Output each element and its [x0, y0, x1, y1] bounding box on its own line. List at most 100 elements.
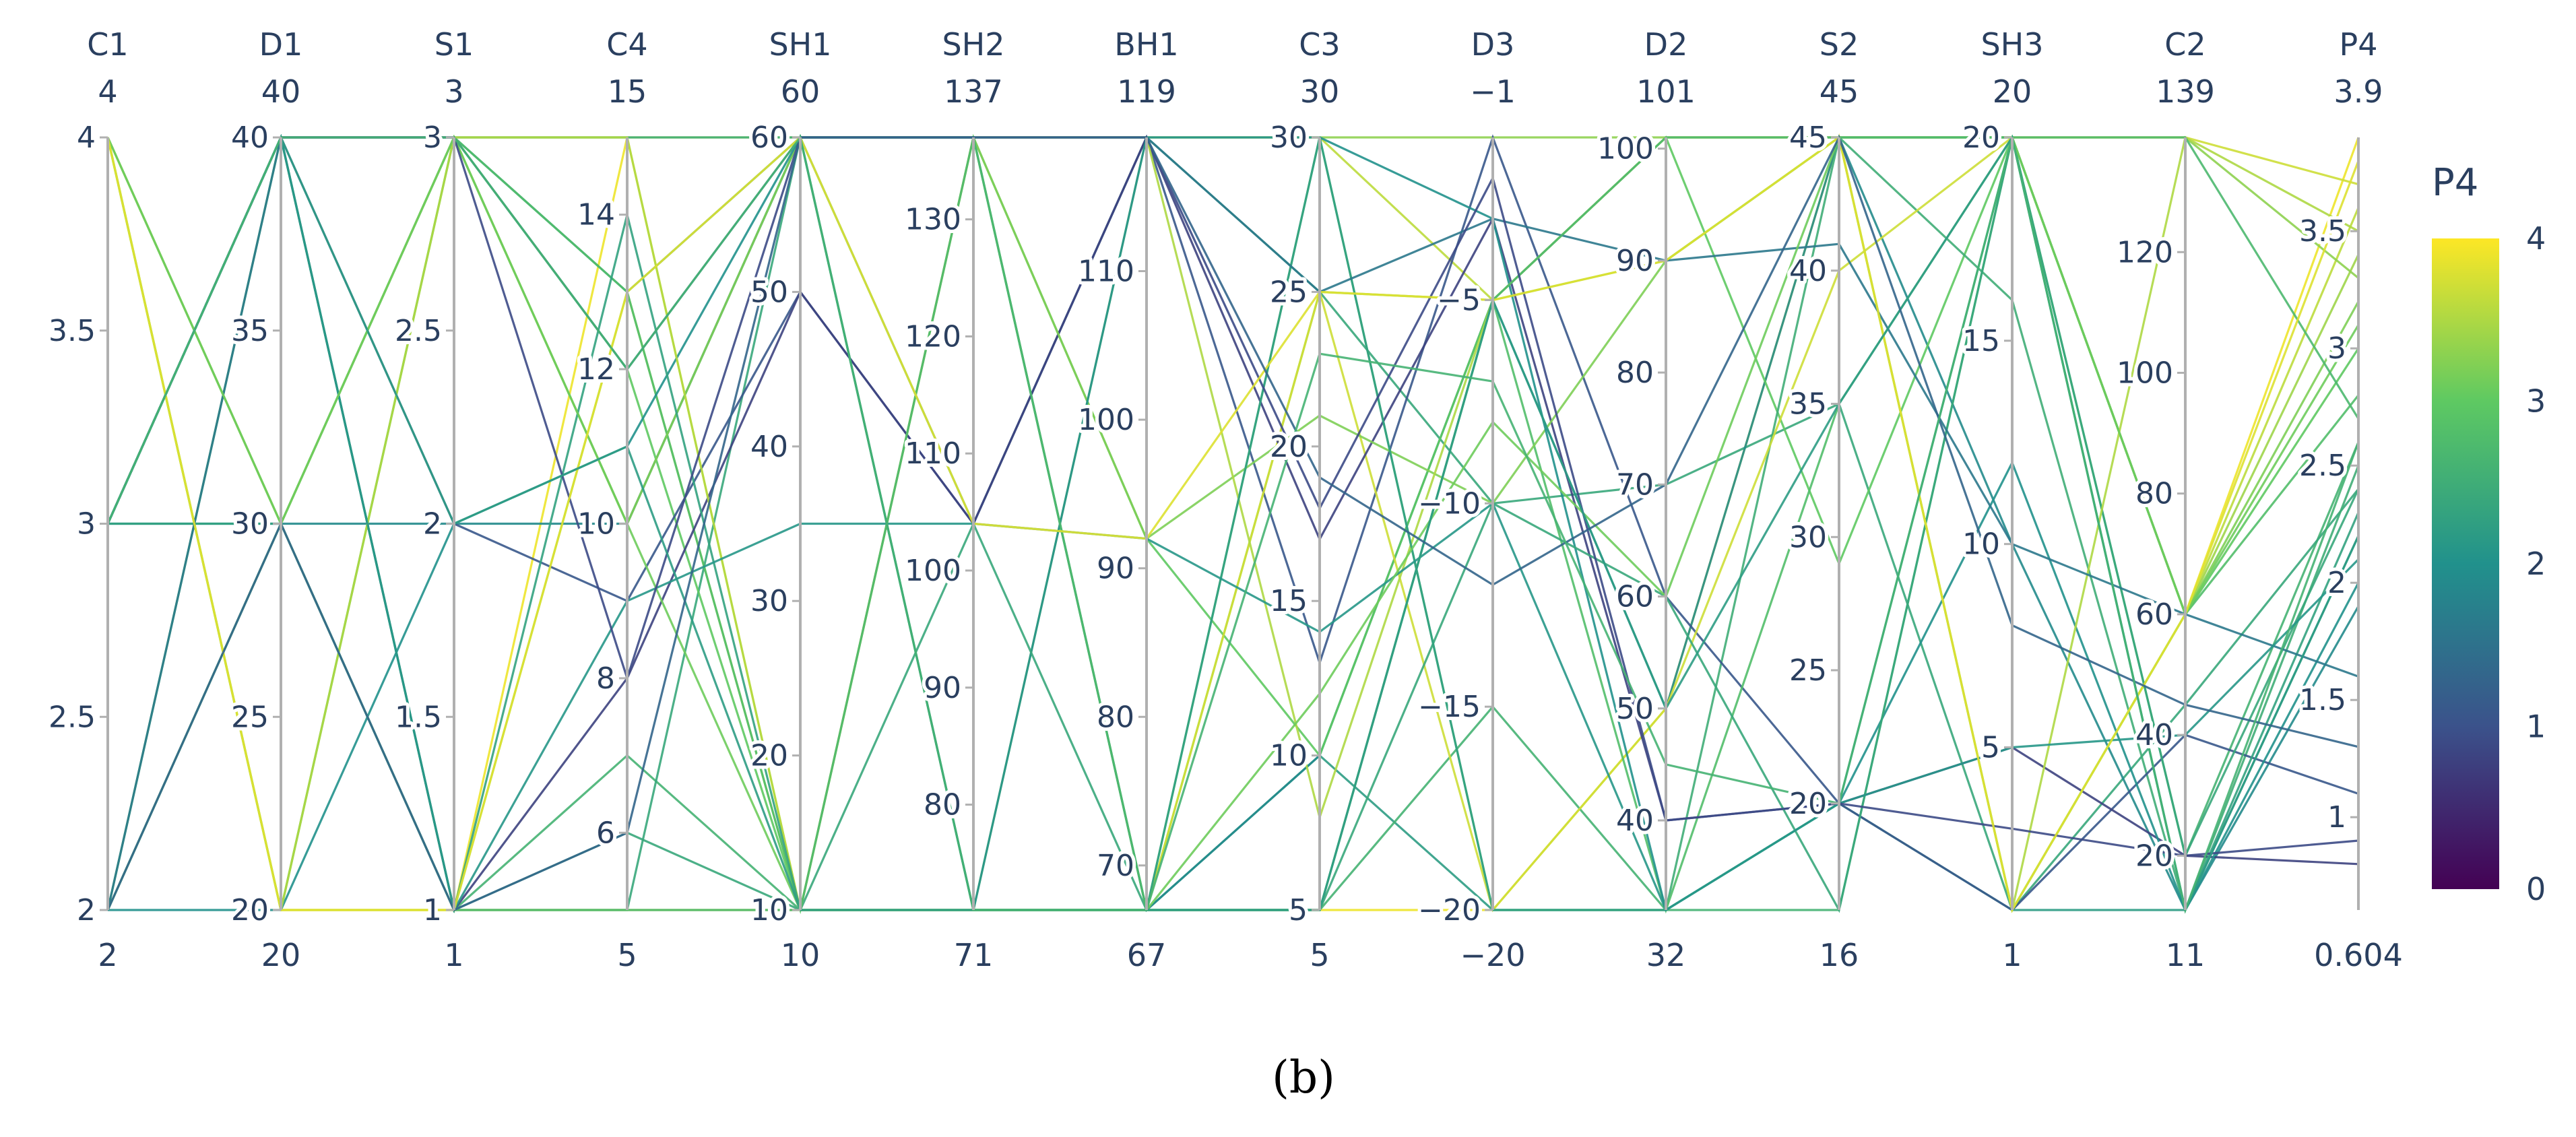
colorbar-tick-label: 3 [2526, 383, 2546, 420]
polylines-layer [106, 133, 2360, 915]
axis-tick-label: 20 [2135, 839, 2173, 873]
axis-min-label: 11 [2166, 937, 2205, 973]
axis-max-label: 20 [1993, 73, 2032, 110]
axis-title: C3 [1299, 26, 1340, 63]
colorbar: P4 0 1 2 3 4 [2432, 161, 2546, 907]
axis-tick-label: −15 [1418, 690, 1481, 724]
axis-tick-label: 40 [1616, 804, 1654, 838]
axis-tick-label: 2.5 [49, 700, 96, 734]
axis-tick-label: 90 [1097, 552, 1134, 586]
axis-tick-label: 100 [905, 554, 961, 588]
axis-tick-label: 30 [1270, 121, 1308, 155]
axis-tick-label: 3 [2327, 331, 2346, 366]
axis-max-label: 119 [1117, 73, 1176, 110]
axis-tick-label: 120 [2117, 235, 2173, 269]
axis-tick-label: 130 [905, 203, 961, 237]
axis-tick-label: 50 [750, 275, 788, 309]
axis-tick-label: 25 [1789, 653, 1827, 688]
axis-tick-label: 60 [1616, 580, 1654, 614]
axis-tick-label: 2.5 [395, 314, 442, 348]
axis-tick-label: 80 [1616, 356, 1654, 390]
axis-tick-label: 1.5 [395, 700, 442, 734]
axis-tick-label: 1 [2327, 800, 2346, 835]
axis-tick-label: 35 [231, 314, 269, 348]
axis-min-label: 0.604 [2314, 937, 2403, 973]
axis-tick-label: 10 [577, 507, 615, 542]
axis-max-label: 4 [98, 73, 117, 110]
axis-tick-label: 15 [1962, 324, 2000, 358]
axis-tick-label: 20 [1789, 787, 1827, 821]
axis-min-label: 2 [98, 937, 117, 973]
axis-tick-label: 2 [77, 893, 96, 928]
axis-p4: P4 3.9 0.604 1 1.5 2 2.5 3 3.5 [2296, 26, 2403, 973]
axis-title: P4 [2339, 26, 2377, 63]
axis-min-label: −20 [1460, 937, 1525, 973]
axis-tick-label: 30 [231, 507, 269, 542]
axis-tick-label: 120 [905, 319, 961, 354]
axis-tick-label: 1 [423, 893, 442, 928]
axis-c3: C3 30 55 10 15 20 25 30 [1266, 26, 1341, 973]
axis-tick-label: 45 [1789, 121, 1827, 155]
data-polyline [108, 134, 2360, 913]
axis-tick-label: 100 [1078, 403, 1134, 437]
axis-tick-label: 110 [905, 436, 961, 471]
axis-tick-label: 3 [77, 507, 96, 542]
axis-d2: D2 101 32 40 50 60 70 80 90 100 [1594, 26, 1696, 973]
axis-max-label: 3 [444, 73, 463, 110]
axis-tick-label: 3.5 [2299, 214, 2346, 249]
axis-tick-label: 20 [1962, 121, 2000, 155]
axis-tick-label: 20 [750, 739, 788, 773]
axis-d3: D3 −1 −20 −20 −15 −10 −5 [1415, 26, 1525, 973]
axis-tick-label: 50 [1616, 692, 1654, 726]
axis-title: D2 [1644, 26, 1688, 63]
axis-title: SH1 [769, 26, 831, 63]
axis-tick-label: 20 [1270, 430, 1308, 464]
axis-tick-label: 70 [1097, 849, 1134, 883]
axis-tick-label: 12 [577, 352, 615, 387]
axis-tick-label: 30 [750, 584, 788, 618]
axis-tick-label: −5 [1437, 283, 1481, 317]
axis-title: S2 [1820, 26, 1859, 63]
axis-tick-label: 25 [1270, 275, 1308, 309]
axis-tick-label: 3.5 [49, 314, 96, 348]
colorbar-tick-label: 1 [2526, 709, 2546, 745]
axis-tick-label: 80 [924, 788, 961, 822]
axis-tick-label: 30 [1789, 520, 1827, 554]
axis-tick-label: 100 [1597, 132, 1654, 166]
axis-tick-label: 70 [1616, 467, 1654, 502]
axis-title: BH1 [1114, 26, 1178, 63]
axis-c1: C1 4 22 2.5 3 3.5 4 [45, 26, 129, 973]
axis-tick-label: 1.5 [2299, 683, 2346, 717]
figure-caption: (b) [1272, 1051, 1335, 1103]
axes-layer: C14222.533.54D140202025303540S13111.522.… [45, 26, 2403, 973]
axis-min-label: 10 [781, 937, 820, 973]
axis-tick-label: 110 [1078, 255, 1134, 289]
axis-title: S1 [434, 26, 474, 63]
axis-min-label: 20 [261, 937, 301, 973]
axis-d1: D1 40 20 20 25 30 35 40 [228, 26, 302, 973]
axis-tick-label: 80 [2135, 477, 2173, 511]
data-polyline [106, 135, 2360, 914]
data-polyline [106, 135, 2360, 913]
colorbar-title: P4 [2432, 161, 2478, 205]
axis-tick-label: −20 [1418, 893, 1481, 928]
axis-tick-label: 8 [596, 661, 615, 696]
axis-min-label: 16 [1820, 937, 1859, 973]
colorbar-tick-label: 2 [2526, 546, 2546, 582]
axis-min-label: 67 [1127, 937, 1167, 973]
axis-tick-label: 2 [423, 507, 442, 542]
data-polyline [106, 134, 2359, 912]
axis-title: C4 [606, 26, 647, 63]
axis-tick-label: 40 [1789, 254, 1827, 288]
axis-tick-label: 5 [1981, 731, 2000, 765]
axis-tick-label: 100 [2117, 356, 2173, 390]
axis-min-label: 5 [617, 937, 637, 973]
axis-tick-label: 60 [750, 121, 788, 155]
axis-c4: C4 15 5 6 8 10 12 14 [574, 26, 648, 973]
axis-max-label: 101 [1636, 73, 1696, 110]
axis-max-label: 137 [944, 73, 1003, 110]
axis-tick-label: 90 [924, 671, 961, 705]
axis-tick-label: 15 [1270, 584, 1308, 618]
